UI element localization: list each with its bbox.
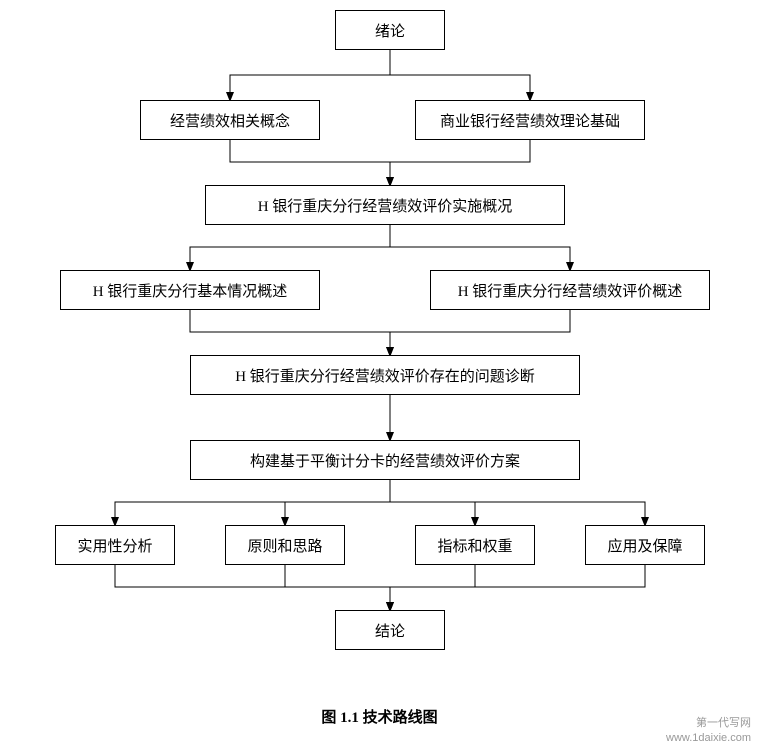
flowchart-node-n9: 实用性分析	[55, 525, 175, 565]
flowchart-node-n2: 经营绩效相关概念	[140, 100, 320, 140]
flowchart-node-n8: 构建基于平衡计分卡的经营绩效评价方案	[190, 440, 580, 480]
flowchart-node-n4: H 银行重庆分行经营绩效评价实施概况	[205, 185, 565, 225]
edge-n2-n4	[230, 140, 390, 185]
edge-n12-n13	[390, 565, 645, 610]
flowchart-node-n1: 绪论	[335, 10, 445, 50]
flowchart-node-n12: 应用及保障	[585, 525, 705, 565]
edge-n4-n5	[190, 225, 390, 270]
edge-n9-n13	[115, 565, 390, 610]
edge-n6-n7	[390, 310, 570, 355]
edge-n4-n6	[390, 225, 570, 270]
flowchart-node-n10: 原则和思路	[225, 525, 345, 565]
edge-n10-n13	[285, 565, 390, 610]
watermark-line1: 第一代写网	[666, 716, 751, 730]
watermark-line2: www.1daixie.com	[666, 731, 751, 745]
flowchart-node-n5: H 银行重庆分行基本情况概述	[60, 270, 320, 310]
flowchart-node-n6: H 银行重庆分行经营绩效评价概述	[430, 270, 710, 310]
edge-n5-n7	[190, 310, 390, 355]
edge-n8-n9	[115, 480, 390, 525]
edge-n1-n3	[390, 50, 530, 100]
flowchart-node-n3: 商业银行经营绩效理论基础	[415, 100, 645, 140]
flowchart-node-n13: 结论	[335, 610, 445, 650]
edge-n1-n2	[230, 50, 390, 100]
edge-n8-n11	[390, 480, 475, 525]
edge-n11-n13	[390, 565, 475, 610]
edge-n8-n10	[285, 480, 390, 525]
figure-caption: 图 1.1 技术路线图	[0, 706, 759, 727]
flowchart-node-n11: 指标和权重	[415, 525, 535, 565]
watermark: 第一代写网 www.1daixie.com	[666, 716, 751, 745]
edge-n8-n12	[390, 480, 645, 525]
flowchart-node-n7: H 银行重庆分行经营绩效评价存在的问题诊断	[190, 355, 580, 395]
edge-n3-n4	[390, 140, 530, 185]
